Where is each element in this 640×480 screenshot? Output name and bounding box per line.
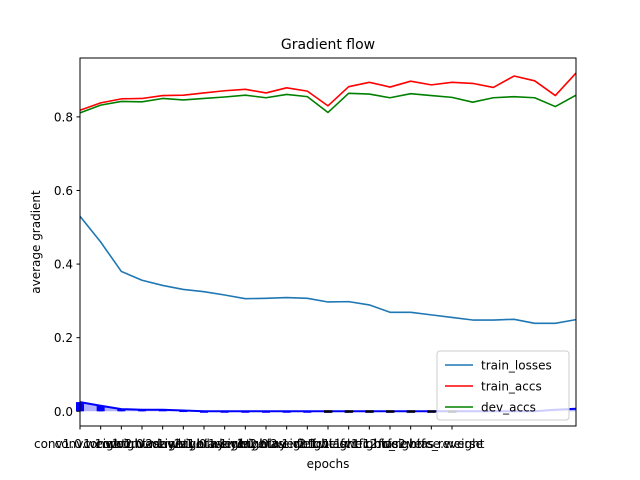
mean-gradient-bar [344,410,354,413]
x-axis-label: epochs [307,457,350,471]
mean-gradient-bar [324,410,333,413]
max-gradient-bar [262,411,270,413]
max-gradient-bar [220,411,229,413]
max-gradient-bar [138,409,146,412]
legend-label: train_losses [481,359,552,373]
x-tick-label: conv1.1.bias [83,437,159,451]
series-line-dev-accs [79,92,577,114]
x-tick-label: fc1.1.weight [312,437,386,451]
max-gradient-bar [303,411,312,413]
max-gradient-bar [200,411,208,413]
x-tick-label: layer1.0.weight [157,437,251,451]
max-gradient-bar [241,411,250,413]
x-tick-label: layer2.1.weight [240,437,334,451]
mean-gradient-tick [119,410,124,412]
x-tick-label: layer2.1.bias [269,437,347,451]
y-tick-label: 0.0 [54,405,73,419]
y-tick-label: 0.4 [54,258,73,272]
chart-title: Gradient flow [281,37,375,53]
legend-box [436,350,570,421]
mean-gradient-bar [406,410,416,413]
x-tick-label: fc_reverse [421,437,483,451]
legend-label: dev_accs [481,401,536,415]
max-gradient-bar [158,409,167,412]
max-gradient-bar [282,411,291,413]
x-tick-label: conv2.1.weight [117,437,209,451]
y-tick-label: 0.6 [54,184,73,198]
x-tick-label: fc2.bias [387,437,434,451]
max-gradient-bar [96,405,105,412]
y-axis-label: average gradient [29,190,43,294]
mean-gradient-tick [98,409,103,412]
x-tick-label: conv1.1.weight [55,437,147,451]
y-tick-label: 0.8 [54,110,73,124]
mean-gradient-bar [365,410,374,413]
max-gradient-bar [179,410,188,413]
legend: train_losses train_accs dev_accs [436,350,570,421]
x-tick-label: fc_reverse.weight [378,437,484,451]
series-line-train-accs [79,72,577,112]
y-tick-label: 0.2 [54,331,73,345]
y-axis: 0.0 0.2 0.4 0.6 0.8 [54,110,80,419]
x-tick-label: fc2.weight [359,437,422,451]
x-tick-label: fc1.1.bias [340,437,398,451]
mean-gradient-bar [427,410,436,413]
max-gradient-bar [117,409,126,412]
x-tick-label: conv2.1.bias [145,437,221,451]
mean-gradient-bar [386,410,395,413]
x-tick-label: conv2.0.weight [96,437,188,451]
x-tick-label: conv1.0.weight [34,437,126,451]
x-tick-label: layer2.0.weight [219,437,313,451]
x-tick-label: layer1.1.bias [207,437,285,451]
legend-label: train_accs [481,380,542,394]
x-tick-label: fc1.weight [297,437,360,451]
x-tick-label: layer1.1.weight [178,437,272,451]
x-axis: conv1.0.weightconv1.1.weightconv1.1.bias… [34,426,485,451]
series-line-train-losses [79,215,577,325]
